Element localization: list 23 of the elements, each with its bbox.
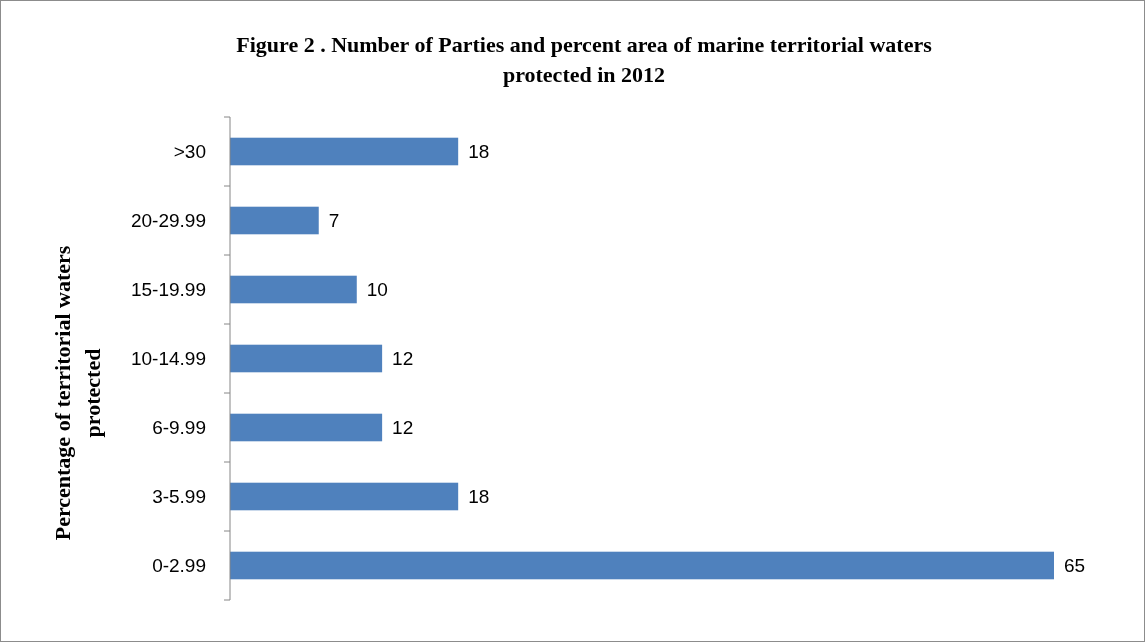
bar <box>230 275 357 304</box>
bar <box>230 206 319 235</box>
chart-title: Figure 2 . Number of Parties and percent area of marine territorial waters protected in 2012 <box>236 32 933 87</box>
data-label: 18 <box>468 141 490 162</box>
y-tick-label: 3-5.99 <box>152 486 206 507</box>
bar <box>230 551 1054 580</box>
data-label: 65 <box>1064 555 1086 576</box>
data-label: 18 <box>468 486 490 507</box>
bar <box>230 344 383 373</box>
bar <box>230 482 459 511</box>
bar <box>230 137 459 166</box>
y-tick-label: 10-14.99 <box>130 348 206 369</box>
bar <box>230 413 383 442</box>
y-tick-label: 6-9.99 <box>152 417 206 438</box>
y-tick-label: 0-2.99 <box>152 555 206 576</box>
data-label: 12 <box>392 348 414 369</box>
data-label: 7 <box>328 210 340 231</box>
data-label: 12 <box>392 417 414 438</box>
y-tick-label: 20-29.99 <box>130 210 206 231</box>
data-label: 10 <box>366 279 388 300</box>
y-axis-title: Percentage of territorial waters protected <box>50 245 105 541</box>
y-tick-label: >30 <box>173 141 206 162</box>
y-tick-label: 15-19.99 <box>130 279 206 300</box>
